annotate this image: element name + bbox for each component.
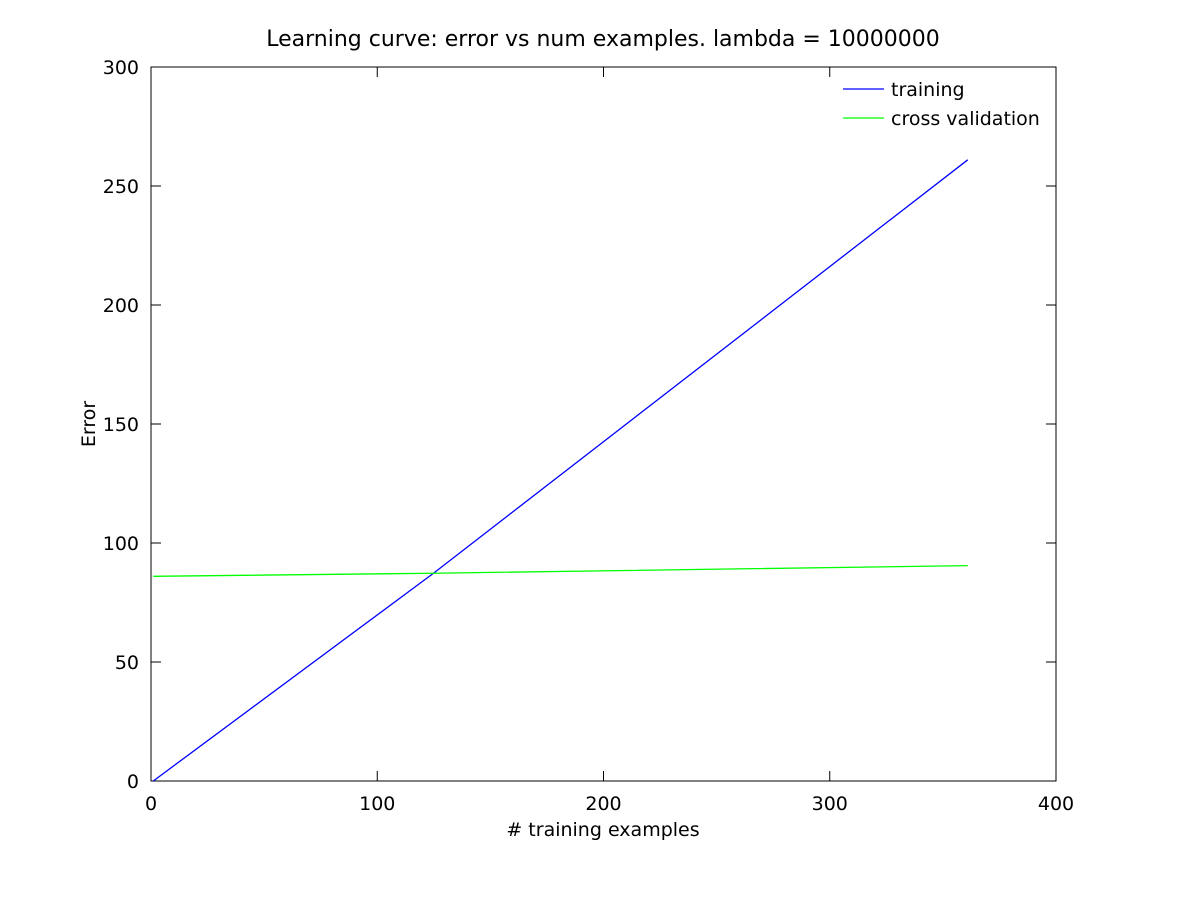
axis-tick-labels: 0 100 200 300 400 0 50 100 150 200 250 300 — [103, 57, 1074, 815]
x-tick-label: 200 — [585, 793, 621, 815]
x-tick-label: 0 — [145, 793, 157, 815]
y-axis-label: Error — [78, 401, 100, 448]
y-tick-label: 250 — [103, 176, 139, 198]
series-line-cross-validation — [153, 564, 968, 577]
x-tick-label: 300 — [812, 793, 848, 815]
legend-label: cross validation — [891, 108, 1040, 130]
x-tick-label: 100 — [359, 793, 395, 815]
data-series — [152, 159, 969, 782]
y-tick-label: 300 — [103, 57, 139, 79]
axis-ticks — [150, 66, 1057, 782]
legend-label: training — [891, 79, 965, 101]
y-tick-label: 150 — [103, 414, 139, 436]
y-tick-label: 0 — [127, 771, 139, 793]
y-tick-label: 100 — [103, 533, 139, 555]
chart-title: Learning curve: error vs num examples. l… — [266, 27, 940, 52]
x-axis-label: # training examples — [506, 819, 699, 841]
x-tick-label: 400 — [1038, 793, 1074, 815]
chart-legend: training cross validation — [843, 79, 1040, 130]
y-tick-label: 200 — [103, 295, 139, 317]
y-tick-label: 50 — [115, 652, 139, 674]
